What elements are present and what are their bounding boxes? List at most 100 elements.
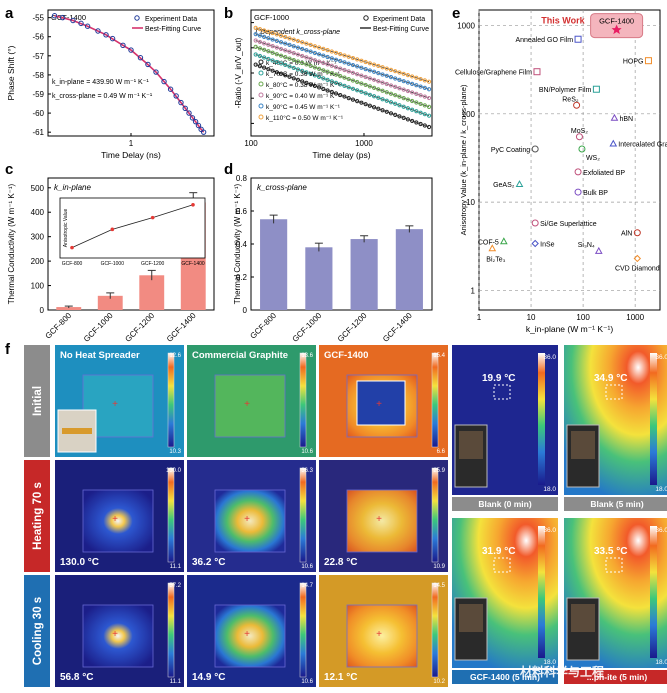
data-point <box>103 32 109 38</box>
panel-label-e: e <box>452 5 460 22</box>
y-axis-label: Anisotropy Value (k_in-plane / k_cross-p… <box>459 84 468 235</box>
data-point <box>384 81 389 87</box>
data-point <box>371 62 377 67</box>
data-point <box>253 62 258 67</box>
scale-max: 36.0 <box>655 527 667 534</box>
sample-region <box>346 604 418 668</box>
sample-region <box>214 489 286 553</box>
data-point <box>137 55 144 61</box>
data-point <box>380 97 385 102</box>
data-point-label: hBN <box>619 116 633 123</box>
data-point <box>295 38 301 44</box>
data-point <box>359 81 364 86</box>
data-point <box>278 40 284 45</box>
data-point-label: Bulk BP <box>583 190 608 197</box>
data-point <box>304 62 309 67</box>
inset-point <box>191 202 195 207</box>
data-point <box>388 111 394 116</box>
data-point <box>342 75 347 80</box>
y-axis-label: Phase Shift (°) <box>6 45 16 100</box>
data-point <box>376 79 381 84</box>
scale-min: 10.9 <box>433 564 445 570</box>
chart-title: GCF-1000 <box>254 13 289 22</box>
data-point <box>287 42 292 48</box>
data-point <box>300 40 305 45</box>
data-point <box>338 74 343 79</box>
data-point <box>329 71 334 76</box>
phone-board <box>459 604 483 632</box>
x-tick-label: 1000 <box>355 139 373 148</box>
data-point <box>363 66 368 72</box>
data-point <box>153 69 159 75</box>
data-point <box>410 90 415 95</box>
data-point <box>397 94 402 99</box>
fit-curve <box>255 27 430 83</box>
data-point <box>287 56 292 61</box>
data-point-label: Annealed GO Film <box>515 37 573 44</box>
data-point <box>274 38 279 43</box>
crosshair-icon: + <box>112 629 118 640</box>
data-point <box>405 73 410 78</box>
data-point <box>401 115 406 120</box>
data-point <box>278 61 284 66</box>
data-point <box>317 66 322 71</box>
x-tick-label: 1 <box>129 139 134 148</box>
data-point <box>384 73 389 78</box>
data-point <box>350 55 356 61</box>
series-label: k_80°C = 0.38 W m⁻¹ K⁻¹ <box>266 81 341 89</box>
series-marker <box>258 70 264 76</box>
x-tick-label: GCF-1400 <box>381 311 414 344</box>
scale-min: 18.0 <box>543 486 556 493</box>
scale-max: 15.4 <box>433 353 445 359</box>
data-point <box>414 75 419 80</box>
y-tick-label: -57 <box>32 52 44 61</box>
data-point <box>295 45 301 50</box>
legend-label: Best-Fitting Curve <box>373 26 429 33</box>
data-point <box>304 80 309 85</box>
data-point <box>262 41 267 46</box>
data-point <box>200 129 207 135</box>
phone-board <box>571 431 595 459</box>
data-point <box>393 112 398 117</box>
x-axis-label: Time delay (ps) <box>312 150 370 160</box>
data-point <box>355 64 360 69</box>
row-label: Heating 70 s <box>32 482 44 550</box>
data-point <box>253 44 258 49</box>
data-point <box>422 85 427 90</box>
data-point <box>304 70 309 75</box>
legend-marker <box>134 15 140 21</box>
data-point <box>367 103 372 108</box>
data-point <box>388 100 394 105</box>
data-point <box>342 94 347 99</box>
y-tick-label: -56 <box>32 33 44 42</box>
scale-min: 10.3 <box>169 449 181 455</box>
data-point <box>384 109 389 114</box>
x-tick-label: 100 <box>244 139 258 148</box>
data-point <box>384 90 389 95</box>
data-point <box>515 180 524 188</box>
data-point <box>376 71 381 76</box>
data-point-label: ReS₂ <box>562 96 579 103</box>
measure-box <box>605 557 623 573</box>
data-point <box>283 62 288 68</box>
data-point <box>329 79 334 84</box>
highlight-star <box>611 24 622 35</box>
y-tick-label: 1 <box>471 286 476 295</box>
temperature-readout: 56.8 °C <box>60 672 93 683</box>
data-point <box>422 94 427 99</box>
scale-max: 14.7 <box>301 583 313 589</box>
data-point-label: PyC Coating <box>491 147 530 154</box>
scale-min: 11.1 <box>170 564 182 570</box>
data-point <box>531 239 539 248</box>
data-point <box>575 133 583 141</box>
data-point <box>300 68 305 74</box>
data-point <box>295 59 301 64</box>
series-marker <box>258 59 264 65</box>
x-tick-label: 100 <box>576 313 590 322</box>
data-point <box>371 85 377 90</box>
data-point <box>295 67 301 72</box>
data-point <box>393 76 398 81</box>
data-point <box>414 109 419 114</box>
data-point <box>499 237 508 245</box>
